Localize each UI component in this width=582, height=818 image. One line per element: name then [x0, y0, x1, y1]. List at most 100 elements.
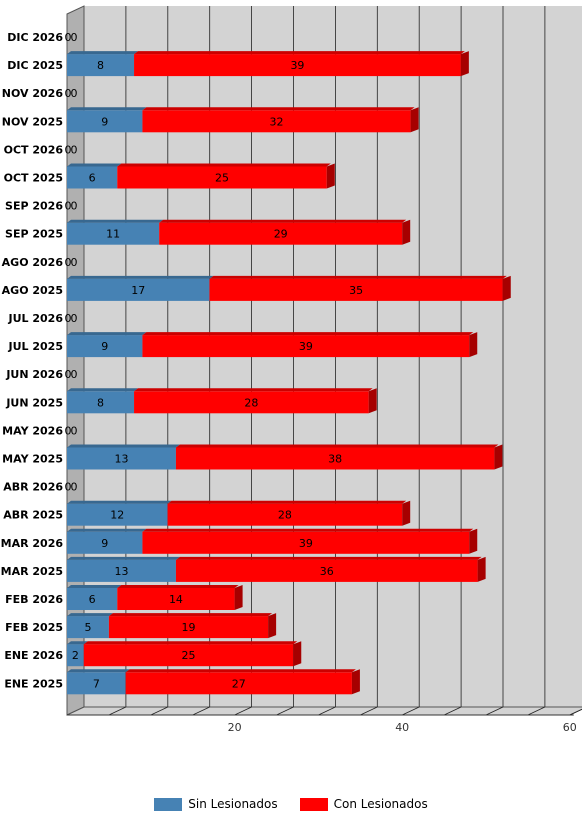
bar-side-face [351, 669, 360, 695]
category-label: SEP 2025 [5, 228, 63, 241]
category-label: JUL 2026 [8, 312, 64, 325]
bar-con-lesionados [175, 559, 478, 582]
value-label: 6 [89, 593, 96, 606]
category-label: MAR 2026 [1, 537, 64, 550]
bar-top-face [108, 613, 273, 617]
value-label: 39 [299, 537, 313, 550]
bar-top-face [67, 219, 164, 223]
bar-top-face [67, 444, 180, 448]
value-label: 38 [328, 453, 342, 466]
category-label: ABR 2026 [3, 481, 63, 494]
bar-top-face [67, 275, 214, 279]
bar-top-face [67, 500, 172, 504]
value-label: 0 [71, 31, 78, 44]
bar-side-face [460, 51, 469, 77]
bar-con-lesionados [83, 644, 294, 667]
bar-con-lesionados [117, 588, 235, 610]
value-label: 0 [65, 481, 72, 494]
category-label: NOV 2025 [2, 115, 63, 128]
bar-top-face [209, 275, 507, 279]
category-label: MAY 2026 [2, 424, 63, 437]
category-label: ENE 2026 [4, 649, 63, 662]
legend-label-sin: Sin Lesionados [188, 797, 278, 811]
value-label: 9 [101, 537, 108, 550]
bar-sin-lesionados [67, 644, 84, 667]
chart-legend: Sin Lesionados Con Lesionados [0, 797, 582, 811]
value-label: 25 [215, 172, 229, 185]
plot-floor [66, 706, 582, 716]
bar-top-face [125, 669, 356, 673]
value-label: 36 [320, 565, 334, 578]
value-label: 5 [84, 621, 91, 634]
bar-top-face [142, 107, 415, 111]
legend-label-con: Con Lesionados [333, 797, 428, 811]
bar-top-face [67, 669, 130, 673]
bar-sin-lesionados [67, 222, 160, 245]
bar-sin-lesionados [67, 559, 176, 582]
bar-side-face [502, 275, 511, 301]
bar-top-face [67, 556, 180, 560]
category-label: JUN 2025 [5, 396, 63, 409]
bar-top-face [142, 332, 474, 336]
category-label: FEB 2026 [5, 593, 63, 606]
floor-gridline [150, 706, 168, 716]
bar-sin-lesionados [67, 616, 109, 639]
bar-con-lesionados [167, 503, 403, 526]
bar-sin-lesionados [67, 531, 143, 554]
value-label: 13 [114, 453, 128, 466]
floor-gridline [234, 706, 252, 716]
value-label: 0 [71, 200, 78, 213]
bar-con-lesionados [142, 531, 470, 554]
bar-con-lesionados [209, 278, 503, 301]
bar-top-face [83, 641, 298, 645]
bar-side-face [494, 444, 503, 470]
category-label: NOV 2026 [2, 87, 64, 100]
value-label: 0 [65, 87, 72, 100]
bar-side-face [402, 500, 411, 526]
bar-side-face [469, 332, 478, 358]
value-label: 0 [71, 256, 78, 269]
value-label: 39 [290, 59, 304, 72]
bar-top-face [67, 528, 147, 532]
value-label: 27 [232, 677, 246, 690]
value-label: 17 [131, 284, 145, 297]
bar-con-lesionados [159, 222, 403, 245]
value-label: 0 [65, 31, 72, 44]
bar-con-lesionados [134, 391, 369, 414]
bar-side-face [234, 585, 243, 610]
category-label: JUN 2026 [5, 368, 63, 381]
value-label: 9 [101, 340, 108, 353]
floor-gridline [276, 706, 294, 716]
bar-sin-lesionados [67, 278, 210, 301]
floor-gridline [443, 706, 462, 716]
value-label: 0 [65, 200, 72, 213]
bar-side-face [326, 163, 335, 189]
value-label: 0 [65, 143, 72, 156]
value-label: 0 [71, 481, 78, 494]
bar-side-face [268, 613, 277, 639]
legend-item-con: Con Lesionados [299, 797, 428, 811]
floor-gridline [527, 706, 546, 716]
value-label: 8 [97, 396, 104, 409]
value-label: 0 [71, 424, 78, 437]
category-label: FEB 2025 [5, 621, 63, 634]
value-label: 0 [65, 312, 72, 325]
value-label: 35 [349, 284, 363, 297]
value-label: 0 [65, 368, 72, 381]
x-tick-label: 20 [228, 721, 242, 734]
bar-sin-lesionados [67, 110, 143, 133]
value-label: 0 [71, 368, 78, 381]
category-label: ABR 2025 [3, 509, 63, 522]
bar-con-lesionados [108, 616, 269, 639]
value-label: 0 [71, 143, 78, 156]
bar-top-face [134, 51, 465, 55]
category-label: AGO 2026 [2, 256, 64, 269]
bar-top-face [67, 613, 113, 617]
category-label: MAY 2025 [2, 453, 63, 466]
bar-top-face [134, 388, 373, 392]
bar-side-face [469, 528, 478, 554]
bar-sin-lesionados [67, 166, 118, 189]
bar-con-lesionados [142, 335, 470, 358]
value-label: 39 [299, 340, 313, 353]
bar-sin-lesionados [67, 672, 126, 695]
